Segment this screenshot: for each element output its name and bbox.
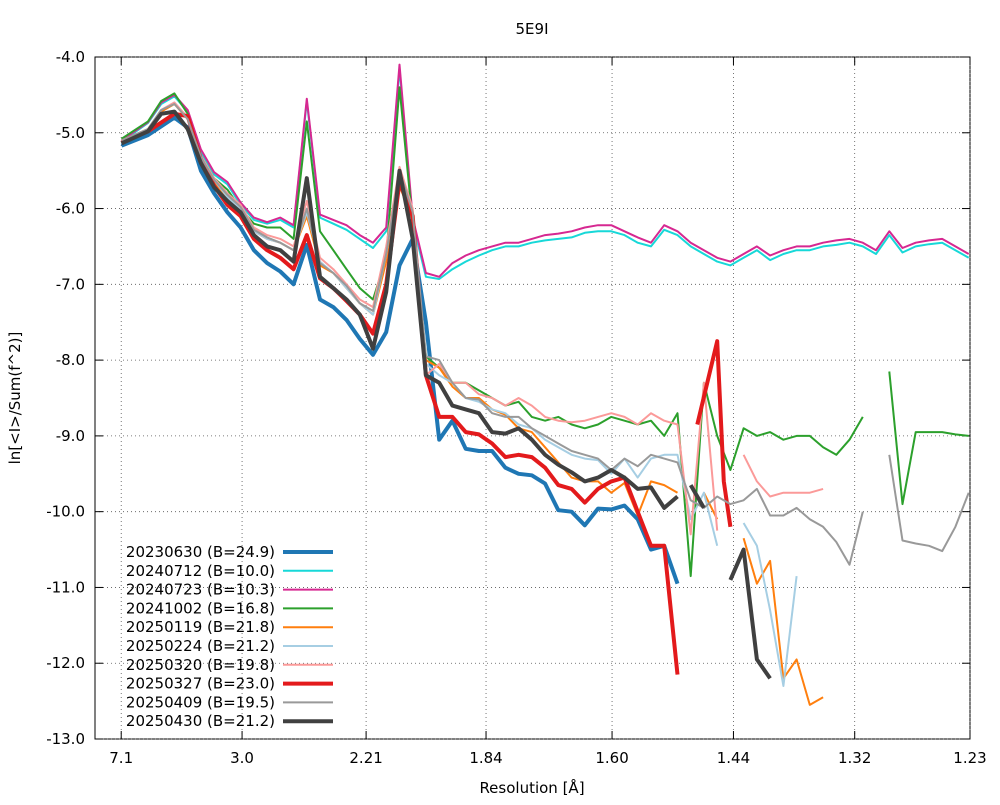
series-path (121, 103, 970, 566)
y-tick-label: -6.0 (56, 200, 85, 218)
series-layer (120, 63, 970, 706)
series-line-8 (121, 103, 970, 566)
series-line-3 (120, 86, 969, 578)
series-line-2 (120, 63, 970, 278)
grid-layer (95, 56, 971, 740)
x-tick-label: 1.84 (469, 749, 502, 767)
legend-label: 20250119 (B=21.8) (126, 618, 275, 636)
y-tick-label: -11.0 (46, 578, 85, 596)
y-tick-label: -12.0 (46, 654, 85, 672)
x-tick-label: 1.23 (953, 749, 986, 767)
x-tick-label: 2.21 (349, 749, 382, 767)
series-path (120, 109, 772, 680)
series-path (120, 63, 970, 278)
legend-label: 20250327 (B=23.0) (126, 675, 275, 693)
x-tick-label: 3.0 (230, 749, 254, 767)
series-line-9 (120, 109, 772, 680)
series-path (121, 101, 824, 536)
legend-label: 20250224 (B=21.2) (126, 637, 275, 655)
y-tick-label: -13.0 (46, 730, 85, 748)
y-tick-label: -9.0 (56, 427, 85, 445)
y-tick-label: -10.0 (46, 503, 85, 521)
y-axis-title: ln[<I>/Sum(f^2)] (6, 332, 24, 465)
y-tick-label: -5.0 (56, 124, 85, 142)
chart-title: 5E9I (516, 20, 549, 38)
ticks-layer: -4.0 -5.0 -6.0 -7.0 -8.0 -9.0 -10.0 -11.0 -12.0 -… (46, 48, 987, 767)
series-path (120, 67, 970, 280)
legend-label: 20250430 (B=21.2) (126, 712, 275, 730)
x-axis-title: Resolution [Å] (479, 778, 584, 797)
legend-label: 20230630 (B=24.9) (126, 543, 275, 561)
x-tick-label: 1.60 (595, 749, 628, 767)
x-tick-label: 1.44 (717, 749, 750, 767)
x-tick-label: 1.32 (838, 749, 871, 767)
y-tick-label: -7.0 (56, 275, 85, 293)
series-path (120, 86, 969, 578)
legend-label: 20250320 (B=19.8) (126, 656, 275, 674)
y-tick-label: -4.0 (56, 48, 85, 66)
y-tick-label: -8.0 (56, 351, 85, 369)
legend-label: 20240723 (B=10.3) (126, 581, 275, 599)
legend-label: 20250409 (B=19.5) (126, 693, 275, 711)
series-line-1 (120, 67, 970, 280)
legend: 20230630 (B=24.9)20240712 (B=10.0)202407… (126, 543, 333, 730)
series-line-6 (121, 101, 824, 536)
legend-label: 20240712 (B=10.0) (126, 562, 275, 580)
x-tick-label: 7.1 (109, 749, 133, 767)
legend-label: 20241002 (B=16.8) (126, 599, 275, 617)
